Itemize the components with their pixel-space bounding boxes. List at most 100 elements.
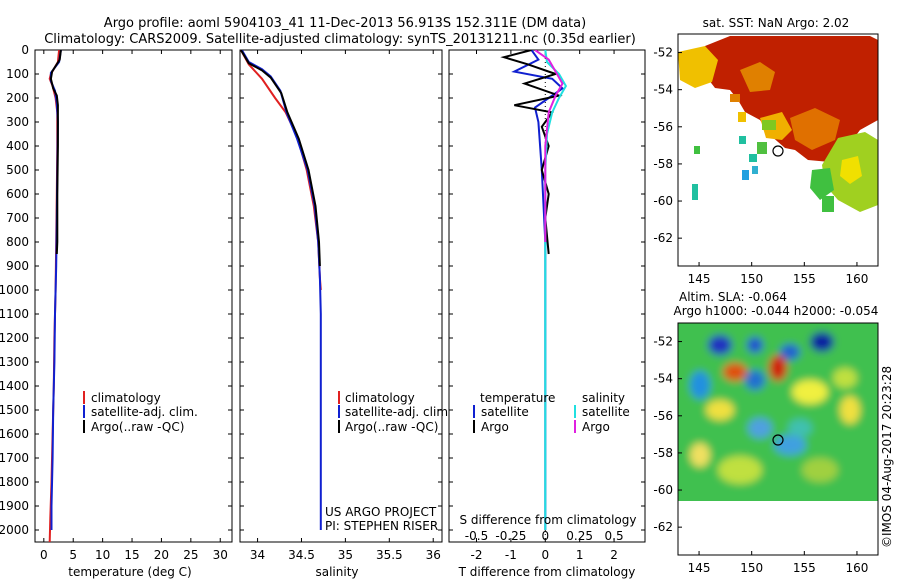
y-tick-label: 1300 [0,355,29,369]
title-line-1: Argo profile: aoml 5904103_41 11-Dec-201… [104,16,586,31]
x-tick-label: 20 [154,548,169,562]
y-tick-label: 1200 [0,331,29,345]
x-tick-label: 15 [124,548,139,562]
y-tick-label: 1900 [0,499,29,513]
y-tick-label: 0 [21,43,29,57]
map-y-tick-label: -54 [653,83,673,97]
sst-patch-yellow-2 [840,156,862,184]
sst-patch-orange-3 [730,94,740,102]
sla-field [678,323,878,501]
y-tick-label: 1400 [0,379,29,393]
legend-label-argo: Argo(..raw -QC) [91,420,184,434]
map-x-tick-label: 160 [845,272,868,286]
map-x-tick-label: 145 [688,561,711,575]
x-tick-label: 1 [576,548,584,562]
x-top-tick-label: 0.5 [605,529,624,543]
salinity-plot-frame [239,49,443,543]
project-annotation: US ARGO PROJECT [325,505,437,519]
y-tick-label: 800 [6,235,29,249]
sla-mid-3 [706,400,734,420]
legend-label-t-satellite: satellite [481,405,529,419]
sla-low-1 [708,335,732,355]
x-tick-label: 0 [40,548,48,562]
y-tick-label: 1700 [0,451,29,465]
salinity-panel: 34 34.5 35 35.5 36 climatology satellite-adj… [239,49,452,579]
sla-high-1 [723,363,747,381]
salinity-series [240,50,322,530]
salinity-xlabel: salinity [315,565,358,579]
sla-map-subtitle: Argo h1000: -0.044 h2000: -0.054 [674,304,879,318]
x-tick-label: 10 [95,548,110,562]
sla-low-6 [745,370,765,390]
imos-watermark: ©IMOS 04-Aug-2017 20:23:28 [880,366,894,548]
legend-title-temperature: temperature [480,391,555,405]
temperature-xlabel: temperature (deg C) [68,565,191,579]
sst-patch-green-1 [810,168,834,200]
sst-map-panel: sat. SST: NaN Argo: 2.02 145 150 155 160- [653,16,879,286]
temperature-axis-ticks: 0100200300400500600700800900100011001200… [0,43,232,562]
x-tick-label: -1 [505,548,517,562]
temperature-series [48,50,62,542]
sst-argo-marker [772,145,784,157]
x-tick-label: -2 [471,548,483,562]
x-tick-label: 30 [213,548,228,562]
sst-field [678,36,878,212]
y-tick-label: 600 [6,187,29,201]
sst-map-ticks: 145 150 155 160 -52 -54 -56 -58 -60 -62 [653,46,868,286]
map-y-tick-label: -58 [653,446,673,460]
map-y-tick-label: -58 [653,157,673,171]
difference-axis-ticks: -2 -1 0 1 2 -0.5 -0.25 0 0.25 0.5 [449,49,645,562]
legend-label-s-satellite: satellite [582,405,630,419]
y-tick-label: 2000 [0,523,29,537]
sla-high-2 [769,355,787,381]
sla-mid-5 [718,456,762,484]
difference-panel: -2 -1 0 1 2 -0.5 -0.25 0 0.25 0.5 temperature sat… [448,49,646,579]
salinity-legend: climatology satellite-adj. clim. Argo(..… [338,391,452,434]
sla-mid-1 [833,368,857,388]
map-x-tick-label: 155 [793,561,816,575]
map-y-tick-label: -62 [653,520,673,534]
y-tick-label: 500 [6,163,29,177]
sla-low-4 [780,344,800,360]
sst-patch-west [678,46,718,88]
map-x-tick-label: 150 [740,272,763,286]
map-x-tick-label: 155 [793,272,816,286]
sst-patch-green-4 [757,142,767,154]
x-tick-label: 36 [426,548,441,562]
temperature-plot-frame [34,49,233,543]
legend-label-satellite: satellite-adj. clim. [345,405,452,419]
x-top-tick-label: 0 [541,529,549,543]
sla-map-panel: Altim. SLA: -0.064 Argo h1000: -0.044 h2… [653,290,879,575]
x-tick-label: 0 [541,548,549,562]
legend-label-climatology: climatology [345,391,415,405]
x-top-tick-label: -0.5 [465,529,488,543]
sst-patch-blue-2 [752,166,758,174]
salinity-axis-ticks: 34 34.5 35 35.5 36 [240,49,442,562]
sst-patch-green-5 [694,146,700,154]
sst-patch-green-3 [762,120,776,130]
y-tick-label: 1800 [0,475,29,489]
sla-map-frame [677,322,879,556]
series-line-argo-raw-qc- [49,50,62,255]
y-tick-label: 900 [6,259,29,273]
x-tick-label: 5 [69,548,77,562]
x-tick-label: 34.5 [288,548,315,562]
y-tick-label: 200 [6,91,29,105]
temperature-panel: 0100200300400500600700800900100011001200… [0,43,233,579]
map-y-tick-label: -52 [653,335,673,349]
y-tick-label: 1100 [0,307,29,321]
x-tick-label: 34 [250,548,265,562]
sst-patch-yellow-3 [738,112,746,122]
map-x-tick-label: 150 [740,561,763,575]
legend-label-argo: Argo(..raw -QC) [345,420,438,434]
sla-mid-7 [690,443,710,467]
pi-annotation: PI: STEPHEN RISER [325,519,438,533]
sla-low-9 [774,435,806,455]
sla-map-ticks: 145 150 155 160 -52 -54 -56 -58 -60 -62 [653,335,868,575]
legend-title-salinity: salinity [582,391,625,405]
legend-label-s-argo: Argo [582,420,610,434]
map-y-tick-label: -60 [653,483,673,497]
sst-patch-orange-2 [790,108,840,150]
sla-map-title: Altim. SLA: -0.064 [679,290,787,304]
